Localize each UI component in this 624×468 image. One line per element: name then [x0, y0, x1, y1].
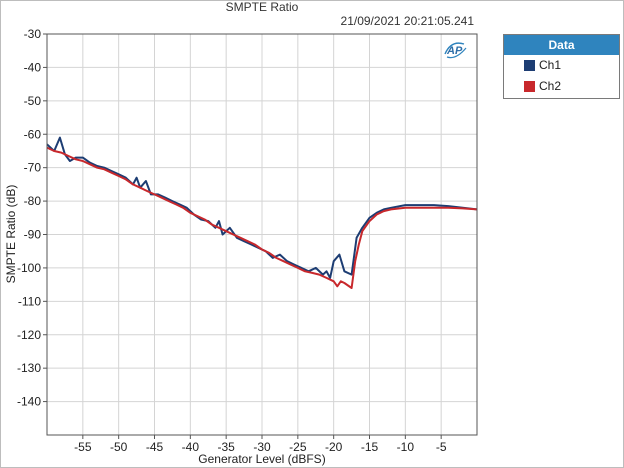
- x-tick-label: -5: [436, 440, 447, 454]
- y-tick-label: -70: [24, 161, 42, 175]
- x-tick-label: -35: [217, 440, 235, 454]
- x-axis-label: Generator Level (dBFS): [198, 452, 325, 466]
- legend-label-ch2: Ch2: [539, 79, 562, 93]
- series-line-ch2: [46, 146, 478, 289]
- svg-text:AP: AP: [446, 45, 463, 57]
- x-tick-label: -55: [74, 440, 92, 454]
- x-tick-label: -10: [397, 440, 415, 454]
- y-tick-label: -100: [17, 261, 41, 275]
- legend-label-ch1: Ch1: [539, 58, 562, 72]
- legend-item-ch1[interactable]: Ch1: [504, 55, 619, 76]
- ap-logo-icon: AP: [444, 42, 467, 59]
- series-line-ch1: [46, 136, 478, 279]
- x-tick-label: -45: [146, 440, 164, 454]
- x-tick-label: -15: [361, 440, 379, 454]
- y-tick-label: -80: [24, 194, 42, 208]
- y-tick-label: -60: [24, 127, 42, 141]
- y-tick-label: -110: [18, 294, 41, 308]
- series: [46, 136, 478, 289]
- y-tick-label: -90: [24, 228, 42, 242]
- y-tick-label: -50: [24, 94, 42, 108]
- x-tick-label: -30: [253, 440, 271, 454]
- x-tick-label: -25: [289, 440, 307, 454]
- x-tick-label: -20: [325, 440, 343, 454]
- legend-swatch-ch1: [524, 60, 535, 71]
- tick-labels: -55 -50 -45 -40 -35 -30 -25 -20 -15 -10 -5 -30 -40 -5…: [17, 27, 447, 454]
- y-axis-label: SMPTE Ratio (dB): [4, 185, 18, 284]
- y-tick-label: -140: [17, 395, 41, 409]
- y-tick-label: -30: [24, 27, 42, 41]
- chart-title: SMPTE Ratio: [225, 0, 299, 14]
- legend-item-ch2[interactable]: Ch2: [504, 76, 619, 97]
- legend-swatch-ch2: [524, 81, 535, 92]
- y-tick-label: -130: [17, 361, 41, 375]
- y-tick-label: -120: [17, 328, 41, 342]
- grid: [47, 34, 477, 435]
- legend-title: Data: [504, 35, 619, 55]
- x-tick-label: -50: [110, 440, 128, 454]
- legend: Data Ch1 Ch2: [503, 34, 620, 99]
- x-tick-label: -40: [182, 440, 200, 454]
- timestamp: 21/09/2021 20:21:05.241: [340, 14, 474, 28]
- y-tick-label: -40: [24, 60, 42, 74]
